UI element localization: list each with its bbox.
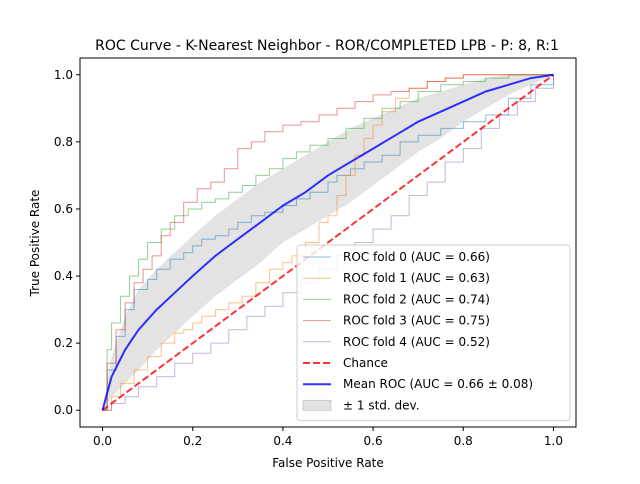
x-tick-label: 0.0 bbox=[93, 434, 112, 448]
y-tick-label: 0.6 bbox=[54, 202, 73, 216]
legend-label: ROC fold 0 (AUC = 0.66) bbox=[343, 250, 490, 264]
y-tick-label: 0.0 bbox=[54, 403, 73, 417]
x-tick-label: 0.2 bbox=[183, 434, 202, 448]
series-line-chance bbox=[101, 73, 555, 412]
series-line-roc-fold-2-auc-0-74 bbox=[102, 74, 554, 411]
y-tick-label: 0.4 bbox=[54, 269, 73, 283]
x-tick-label: 0.8 bbox=[454, 434, 473, 448]
legend-label: ± 1 std. dev. bbox=[343, 398, 420, 412]
legend-swatch bbox=[302, 399, 332, 411]
series-line-mean-roc-auc-0-66-0-08 bbox=[101, 73, 554, 411]
std-dev-band bbox=[102, 74, 554, 411]
series-layer bbox=[101, 73, 555, 412]
legend-label: ROC fold 1 (AUC = 0.63) bbox=[343, 271, 490, 285]
x-tick-label: 0.6 bbox=[364, 434, 383, 448]
std-band-layer bbox=[102, 74, 554, 411]
legend-label: Mean ROC (AUC = 0.66 ± 0.08) bbox=[343, 377, 533, 391]
x-axis-label: False Positive Rate bbox=[272, 456, 384, 470]
legend-label: ROC fold 2 (AUC = 0.74) bbox=[343, 292, 490, 306]
y-tick-label: 0.8 bbox=[54, 135, 73, 149]
y-tick-label: 0.2 bbox=[54, 336, 73, 350]
chart-title: ROC Curve - K-Nearest Neighbor - ROR/COM… bbox=[95, 38, 559, 54]
plot-frame bbox=[79, 57, 577, 428]
series-line-roc-fold-0-auc-0-66 bbox=[102, 74, 554, 411]
legend-box bbox=[296, 244, 571, 422]
axis-layer: 0.0 0.2 0.4 0.6 0.8 1.0 0.0 0.2 0.4 0.6 0.8 1.0 bbox=[54, 68, 563, 448]
legend-label: ROC fold 3 (AUC = 0.75) bbox=[343, 314, 490, 328]
y-axis-label: True Positive Rate bbox=[28, 190, 42, 298]
series-line-roc-fold-1-auc-0-63 bbox=[102, 74, 554, 411]
legend-label: ROC fold 4 (AUC = 0.52) bbox=[343, 335, 490, 349]
x-tick-label: 0.4 bbox=[273, 434, 292, 448]
x-tick-label: 1.0 bbox=[544, 434, 563, 448]
legend-label: Chance bbox=[343, 356, 388, 370]
legend: ROC fold 0 (AUC = 0.66) ROC fold 1 (AUC =… bbox=[296, 244, 571, 422]
y-tick-label: 1.0 bbox=[54, 68, 73, 82]
series-line-roc-fold-3-auc-0-75 bbox=[102, 74, 554, 411]
